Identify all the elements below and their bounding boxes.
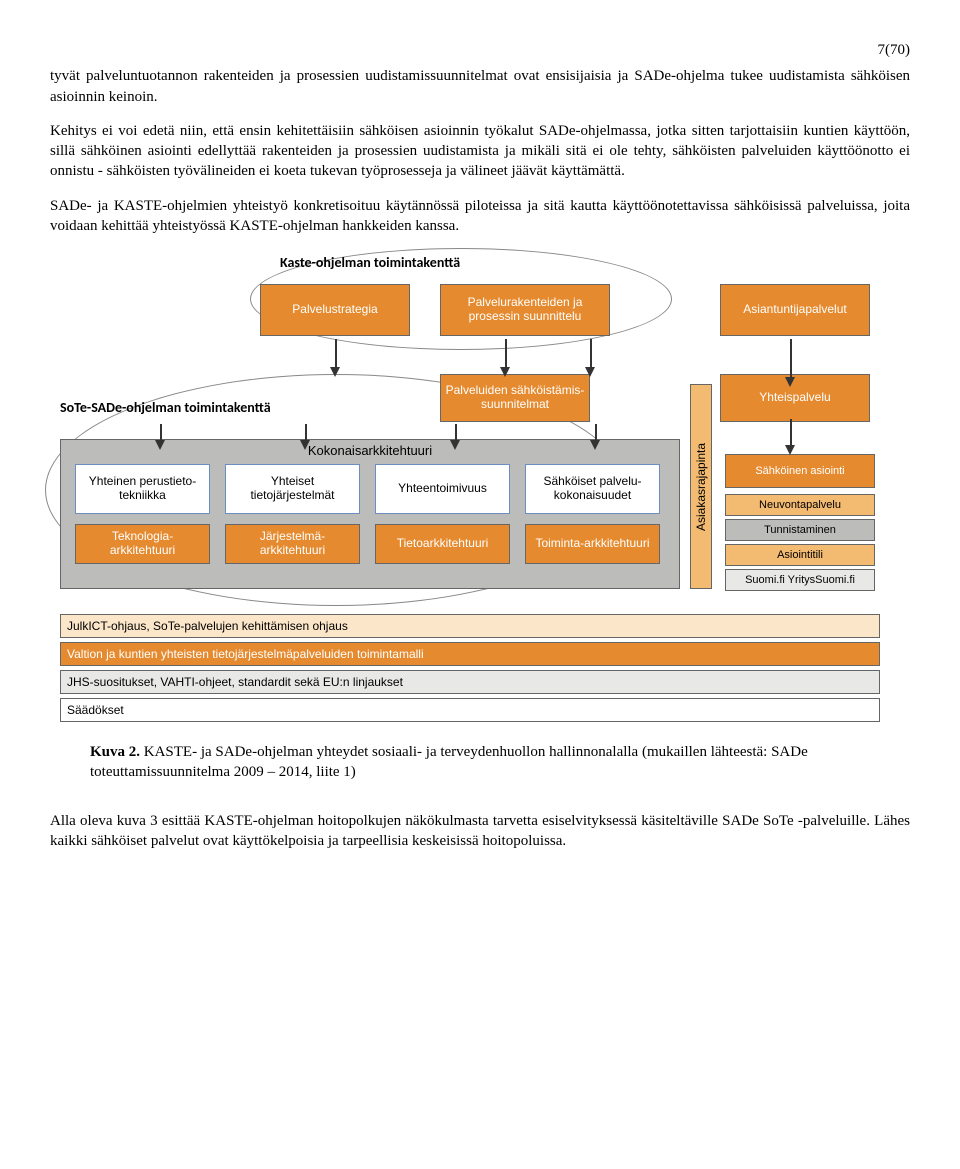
page-number: 7(70) bbox=[50, 40, 910, 60]
caption-bold: Kuva 2. bbox=[90, 744, 140, 760]
arch-bottom-1: Järjestelmä-arkkitehtuuri bbox=[225, 524, 360, 564]
right-col-1: Neuvontapalvelu bbox=[725, 494, 875, 516]
paragraph-3: SADe- ja KASTE-ohjelmien yhteistyö konkr… bbox=[50, 196, 910, 237]
label-sote: SoTe-SADe-ohjelman toimintakenttä bbox=[60, 399, 271, 418]
top-box-2: Asiantuntijapalvelut bbox=[720, 284, 870, 336]
paragraph-4: Alla oleva kuva 3 esittää KASTE-ohjelman… bbox=[50, 811, 910, 852]
mid-box-1: Yhteispalvelu bbox=[720, 374, 870, 422]
right-col-3: Asiointitili bbox=[725, 544, 875, 566]
paragraph-1: tyvät palveluntuotannon rakenteiden ja p… bbox=[50, 66, 910, 107]
arch-bottom-0: Teknologia-arkkitehtuuri bbox=[75, 524, 210, 564]
mid-box-0: Palveluiden sähköistämis-suunnitelmat bbox=[440, 374, 590, 422]
right-col-0: Sähköinen asiointi bbox=[725, 454, 875, 488]
arch-top-0: Yhteinen perustieto-tekniikka bbox=[75, 464, 210, 514]
arch-top-2: Yhteentoimivuus bbox=[375, 464, 510, 514]
arch-container: Kokonaisarkkitehtuuri bbox=[60, 439, 680, 589]
arch-top-3: Sähköiset palvelu-kokonaisuudet bbox=[525, 464, 660, 514]
caption-rest: KASTE- ja SADe-ohjelman yhteydet sosiaal… bbox=[90, 744, 808, 780]
diagram: Kaste-ohjelman toimintakenttä SoTe-SADe-… bbox=[50, 254, 890, 724]
right-col-4: Suomi.fi YritysSuomi.fi bbox=[725, 569, 875, 591]
bottom-bar-3: Säädökset bbox=[60, 698, 880, 722]
bottom-bar-1: Valtion ja kuntien yhteisten tietojärjes… bbox=[60, 642, 880, 666]
bottom-bar-0: JulkICT-ohjaus, SoTe-palvelujen kehittäm… bbox=[60, 614, 880, 638]
arch-bottom-3: Toiminta-arkkitehtuuri bbox=[525, 524, 660, 564]
arch-bottom-2: Tietoarkkitehtuuri bbox=[375, 524, 510, 564]
top-box-1: Palvelurakenteiden ja prosessin suunnitt… bbox=[440, 284, 610, 336]
label-kaste: Kaste-ohjelman toimintakenttä bbox=[280, 254, 460, 273]
bottom-bar-2: JHS-suositukset, VAHTI-ohjeet, standardi… bbox=[60, 670, 880, 694]
arch-top-1: Yhteiset tietojärjestelmät bbox=[225, 464, 360, 514]
figure-caption: Kuva 2. KASTE- ja SADe-ohjelman yhteydet… bbox=[90, 742, 910, 783]
paragraph-2: Kehitys ei voi edetä niin, että ensin ke… bbox=[50, 121, 910, 182]
right-col-2: Tunnistaminen bbox=[725, 519, 875, 541]
top-box-0: Palvelustrategia bbox=[260, 284, 410, 336]
asiakasrajapinta-bar: Asiakasrajapinta bbox=[690, 384, 712, 589]
